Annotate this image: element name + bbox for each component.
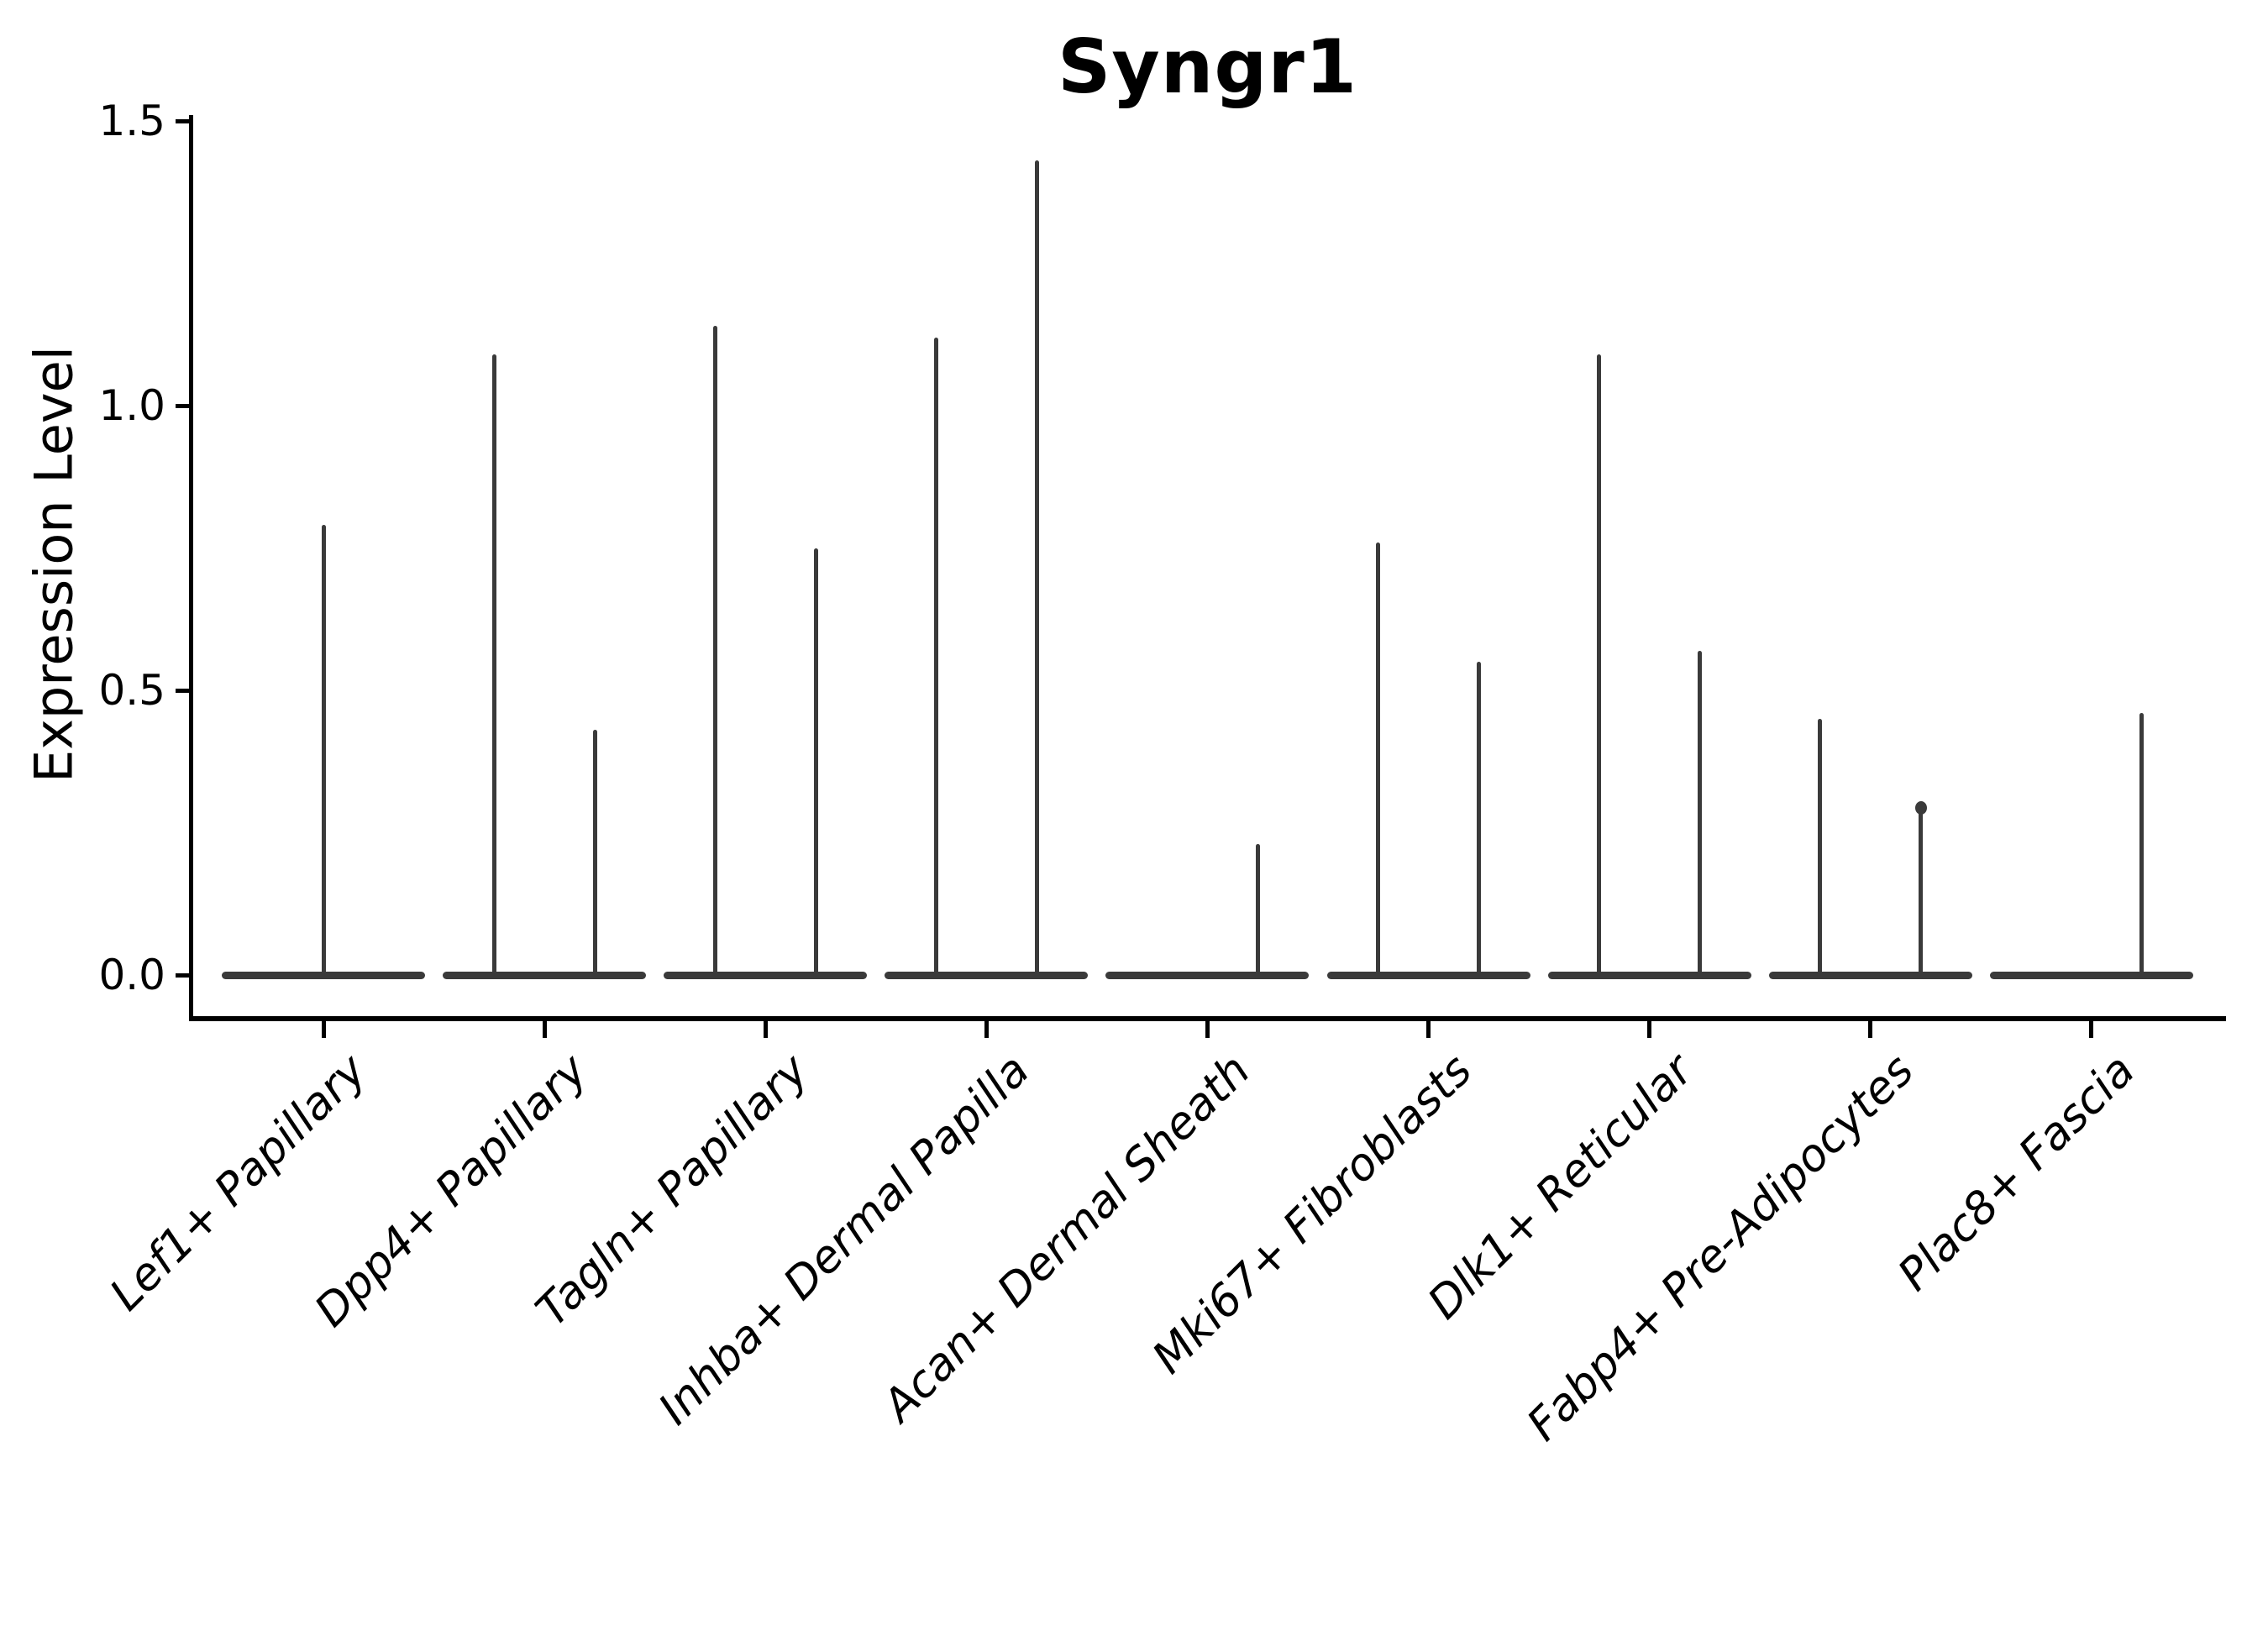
x-tick (1426, 1021, 1431, 1038)
violin-baseline (885, 971, 1089, 979)
x-tick (984, 1021, 989, 1038)
violin-plot-figure: Syngr1 Expression Level 0.0 0.5 1.0 1.5 Lef1… (23, 24, 2226, 1451)
x-tick (321, 1021, 326, 1038)
x-tick (1647, 1021, 1652, 1038)
x-tick (2089, 1021, 2094, 1038)
x-tick (763, 1021, 768, 1038)
violin-spike (1919, 804, 1924, 979)
violin-baseline (664, 971, 868, 979)
y-tick (176, 118, 189, 123)
violin-spike (1034, 160, 1039, 979)
violin-spike (1255, 844, 1260, 979)
y-tick-label: 0.5 (98, 666, 165, 715)
violin-spike (321, 525, 326, 979)
violin-baseline (1547, 971, 1751, 979)
violin-spike (813, 548, 818, 979)
violin-spike (491, 354, 496, 979)
violin-spike (592, 730, 597, 979)
violin-spike (1477, 662, 1481, 979)
x-tick (1868, 1021, 1873, 1038)
y-tick-label: 1.0 (98, 381, 165, 430)
violin-baseline (1326, 971, 1530, 979)
x-tick (1205, 1021, 1210, 1038)
violin-spike (1698, 650, 1703, 979)
plot-title: Syngr1 (1057, 24, 1357, 110)
x-axis-spine (189, 1016, 2226, 1021)
y-tick-label: 1.5 (98, 97, 165, 145)
violin-spike (1597, 354, 1602, 979)
y-tick (176, 688, 189, 693)
violin-spike-cap-dot (1914, 800, 1927, 815)
y-axis-spine (189, 115, 193, 1021)
y-tick (176, 403, 189, 408)
violin-baseline (1105, 971, 1310, 979)
violin-spike (1818, 718, 1823, 979)
violin-spike (933, 337, 938, 979)
violin-spike (1376, 542, 1380, 979)
violin-baseline (1768, 971, 1972, 979)
violin-baseline (1989, 971, 2193, 979)
violin-spike (712, 326, 717, 979)
y-tick-label: 0.0 (98, 951, 165, 999)
violin-spike (2139, 713, 2145, 979)
y-tick (176, 972, 189, 978)
violin-baseline (443, 971, 647, 979)
x-tick (542, 1021, 547, 1038)
